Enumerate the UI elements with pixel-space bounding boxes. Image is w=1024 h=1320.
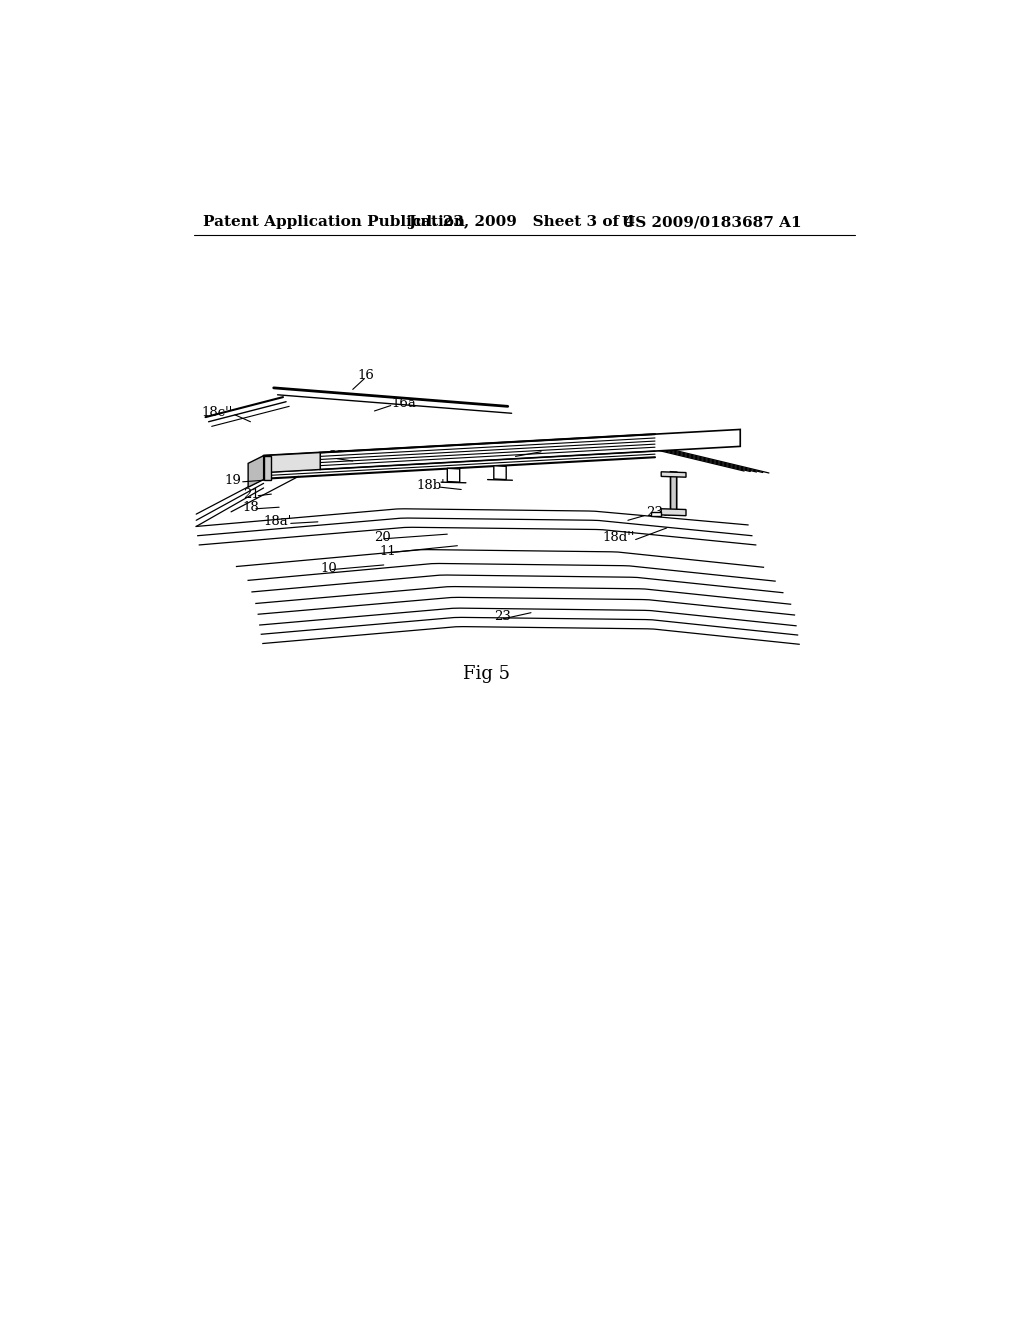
- Polygon shape: [447, 469, 460, 482]
- Polygon shape: [671, 471, 677, 515]
- Text: Patent Application Publication: Patent Application Publication: [203, 215, 465, 230]
- Text: US 2009/0183687 A1: US 2009/0183687 A1: [623, 215, 802, 230]
- Polygon shape: [662, 508, 686, 516]
- Text: 18b': 18b': [417, 479, 445, 492]
- Polygon shape: [248, 455, 263, 487]
- Polygon shape: [494, 466, 506, 479]
- Text: 18c'': 18c'': [202, 407, 233, 418]
- Polygon shape: [662, 471, 686, 478]
- Polygon shape: [651, 512, 662, 516]
- Text: 11: 11: [380, 545, 396, 557]
- Polygon shape: [263, 455, 271, 479]
- Text: 18a': 18a': [263, 515, 292, 528]
- Text: 22: 22: [328, 450, 345, 463]
- Text: Jul. 23, 2009   Sheet 3 of 4: Jul. 23, 2009 Sheet 3 of 4: [409, 215, 636, 230]
- Text: 20: 20: [375, 531, 391, 544]
- Text: 23: 23: [494, 610, 511, 623]
- Polygon shape: [263, 453, 321, 473]
- Text: 16a: 16a: [391, 397, 417, 409]
- Text: 19: 19: [225, 474, 242, 487]
- Text: 18d'': 18d'': [602, 531, 635, 544]
- Text: 21: 21: [243, 487, 259, 500]
- Polygon shape: [321, 429, 740, 470]
- Text: 18: 18: [243, 500, 259, 513]
- Text: Fig 5: Fig 5: [463, 665, 510, 684]
- Text: 16: 16: [357, 370, 375, 381]
- Text: 24: 24: [543, 442, 559, 455]
- Text: 10: 10: [321, 561, 337, 574]
- Text: 23a: 23a: [646, 506, 671, 519]
